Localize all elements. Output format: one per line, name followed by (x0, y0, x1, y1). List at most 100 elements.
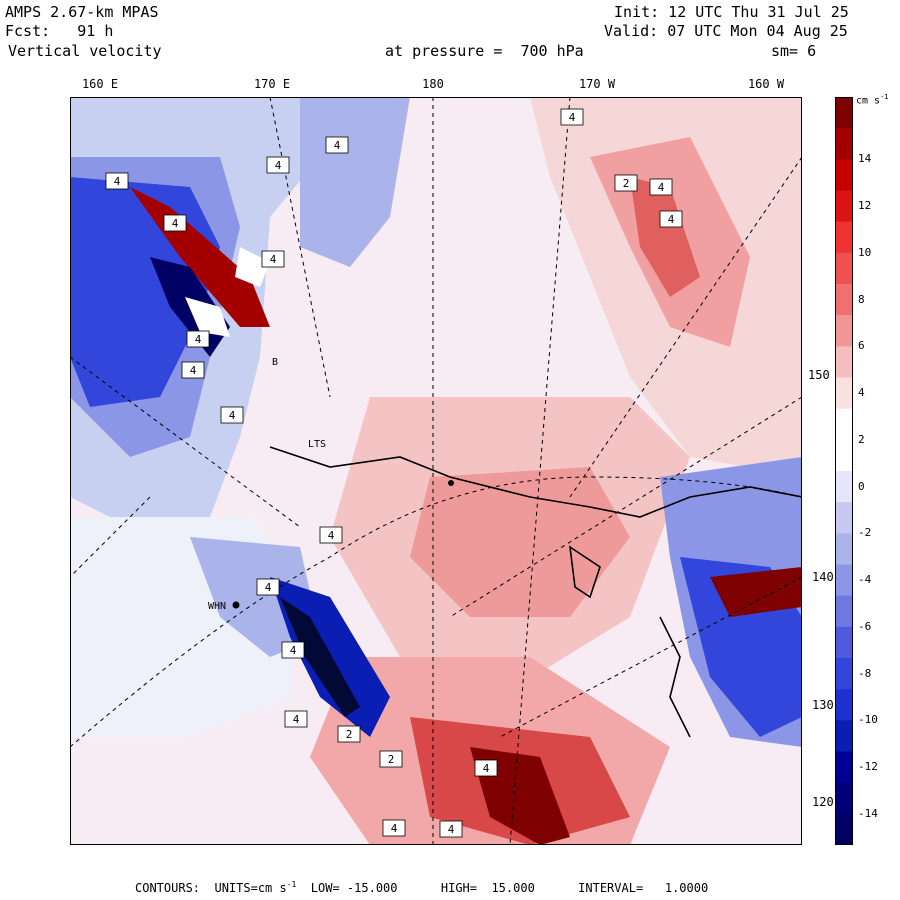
masked-patch (185, 297, 230, 337)
colorbar-tick-label: 6 (858, 339, 865, 353)
wind-barb-label: 4 (275, 159, 282, 172)
station-lts-label: LTS (308, 439, 326, 450)
colorbar-tick-label: -6 (858, 619, 872, 633)
init-time: Init: 12 UTC Thu 31 Jul 25 (614, 3, 849, 21)
wind-barb-box (382, 819, 406, 837)
terrain-contour-band (280, 597, 360, 717)
lon-label-180: 180 (422, 77, 444, 91)
wind-barb-label: 4 (569, 111, 576, 124)
meridian-150w (449, 396, 802, 618)
colorbar-tick-label: -14 (858, 806, 878, 820)
colorbar-cell (835, 689, 853, 721)
colorbar (835, 97, 853, 845)
colorbar-tick-label: -12 (858, 760, 878, 774)
colorbar-cell (835, 439, 853, 472)
wind-barb-label: 4 (668, 213, 675, 226)
roosevelt-island (568, 545, 601, 599)
colorbar-tick-label: 4 (858, 386, 865, 400)
colorbar-tick-label: -2 (858, 526, 872, 540)
colorbar-cell (835, 408, 853, 441)
colorbar-cell (835, 626, 853, 659)
wind-barb-label: 4 (328, 529, 335, 542)
wind-barb-box (266, 156, 290, 174)
wind-barb-label: 4 (448, 823, 455, 836)
colorbar-cell (835, 315, 853, 347)
wind-barb-box (256, 578, 280, 596)
colorbar-cell (835, 252, 853, 285)
wind-barb-label: 4 (270, 253, 277, 266)
contour-info: CONTOURS: UNITS=cm s-1 LOW= -15.000 HIGH… (135, 880, 709, 895)
wind-barb-label: 2 (388, 753, 395, 766)
wind-barb-box (560, 108, 584, 126)
colorbar-cell (835, 190, 853, 223)
wind-barb-label: 4 (229, 409, 236, 422)
colorbar-cell (835, 595, 853, 628)
wind-barb-box (474, 759, 498, 777)
valid-time: Valid: 07 UTC Mon 04 Aug 25 (604, 22, 848, 40)
colorbar-tick-label: -10 (858, 713, 878, 727)
wind-barb-label: 4 (658, 181, 665, 194)
colorbar-cell (835, 377, 853, 410)
wind-barb-label: 4 (114, 175, 121, 188)
wind-barb-box (614, 174, 638, 192)
ice-shelf-front (269, 446, 802, 518)
red-strong-northeast (630, 177, 700, 297)
colorbar-cell (835, 564, 853, 597)
wind-barb-label: 4 (334, 139, 341, 152)
wind-barb-label: 4 (483, 762, 490, 775)
smoothing: sm= 6 (771, 42, 817, 60)
wind-barb-label: 2 (623, 177, 630, 190)
wind-barb-label: 4 (290, 644, 297, 657)
lon-label-160e: 160 E (81, 77, 119, 91)
masked-patch (235, 247, 270, 287)
colorbar-cell (835, 813, 853, 845)
colorbar-tick-label: 0 (858, 479, 865, 493)
lon-label-170w: 170 W (578, 77, 616, 91)
colorbar-cell (835, 159, 853, 191)
wind-barb-label: 4 (293, 713, 300, 726)
colorbar-tick-label: -4 (858, 573, 872, 587)
colorbar-cell (835, 533, 853, 565)
vertical-velocity-map: WHN B LTS 4 4 4 4 4 4 4 4 2 4 4 4 4 4 4 4 2 2 4 4 4 (70, 97, 802, 845)
wind-barb-label: 2 (346, 728, 353, 741)
wind-barbs: 4 4 4 4 4 4 4 4 2 4 4 4 4 4 4 4 2 2 4 4 4 (105, 108, 683, 838)
forecast-hour: Fcst: 91 h (5, 23, 113, 40)
lon-label-170e: 170 E (253, 77, 291, 91)
colorbar-cell (835, 658, 853, 690)
colorbar-tick-label: 2 (858, 432, 865, 446)
coastline-east (659, 616, 691, 738)
colorbar-cell (835, 751, 853, 784)
map-frame (70, 97, 802, 845)
meridian-150e (70, 496, 151, 578)
wind-barb-box (439, 820, 463, 838)
model-title: AMPS 2.67-km MPAS (5, 3, 159, 21)
wind-barb-label: 4 (190, 364, 197, 377)
forecast-label: Fcst: (5, 22, 51, 40)
pressure-level: at pressure = 700 hPa (385, 42, 584, 60)
lon-label-160w: 160 W (747, 77, 785, 91)
wind-barb-box (105, 172, 129, 190)
colorbar-cell (835, 221, 853, 254)
colorbar-cell (835, 502, 853, 534)
station-b-label: B (272, 357, 278, 368)
field-name: Vertical velocity (8, 42, 162, 60)
colorbar-tick-label: 12 (858, 199, 872, 213)
wind-barb-box (649, 178, 673, 196)
wind-barb-box (163, 214, 187, 232)
colorbar-cell (835, 284, 853, 316)
colorbar-cell (835, 720, 853, 752)
wind-barb-label: 4 (265, 581, 272, 594)
colorbar-cell (835, 471, 853, 503)
wind-barb-box (337, 725, 361, 743)
wind-barb-box (659, 210, 683, 228)
wind-barb-label: 4 (391, 822, 398, 835)
forecast-value: 91 h (77, 22, 114, 40)
station-whn-marker (232, 601, 240, 609)
meridian-170e (269, 97, 331, 398)
colorbar-tick-label: 8 (858, 292, 865, 306)
wind-barb-label: 4 (195, 333, 202, 346)
wind-barb-box (181, 361, 205, 379)
meridian-170w (509, 97, 571, 845)
wind-barb-box (325, 136, 349, 154)
station-marker (448, 480, 454, 486)
